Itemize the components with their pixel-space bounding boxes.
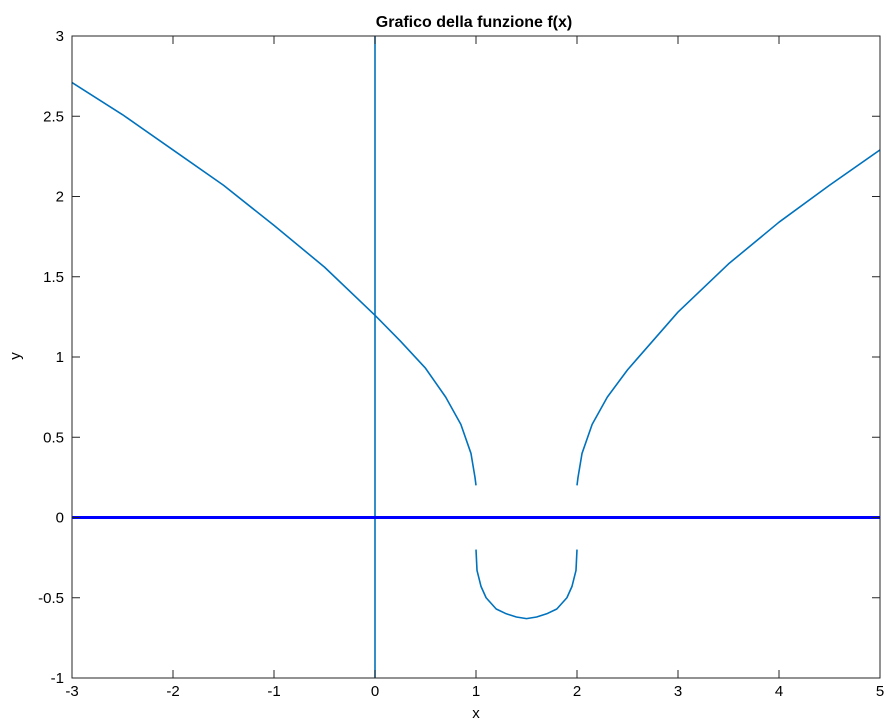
series-group (72, 36, 880, 678)
x-tick-label: -1 (267, 683, 280, 700)
series-line-1 (72, 81, 477, 486)
chart-title: Grafico della funzione f(x) (376, 14, 572, 31)
x-tick-label: 4 (775, 683, 783, 700)
x-tick-label: 3 (674, 683, 682, 700)
y-tick-label: -1 (51, 670, 64, 687)
y-tick-label: 0.5 (43, 429, 64, 446)
series-line-2 (475, 549, 578, 620)
x-tick-label: 5 (876, 683, 884, 700)
x-tick-label: 1 (472, 683, 480, 700)
series-line-3 (576, 149, 880, 486)
axes: -3 -2 -1 0 1 2 3 4 5 -1 -0.5 0 0.5 1 1.5 2 2.5 3 (38, 28, 884, 700)
x-tick-label: 0 (371, 683, 379, 700)
y-axis-label: y (7, 352, 24, 360)
y-tick-label: 2 (56, 189, 64, 206)
y-tick-label: 1.5 (43, 269, 64, 286)
plot-area (72, 36, 880, 678)
y-tick-label: 3 (56, 28, 64, 45)
x-tick-label: -3 (65, 683, 78, 700)
x-tick-label: 2 (573, 683, 581, 700)
y-tick-label: -0.5 (38, 590, 64, 607)
x-axis-label: x (472, 705, 480, 722)
y-tick-label: 0 (56, 510, 64, 527)
y-tick-label: 2.5 (43, 108, 64, 125)
y-tick-label: 1 (56, 349, 64, 366)
x-tick-label: -2 (166, 683, 179, 700)
